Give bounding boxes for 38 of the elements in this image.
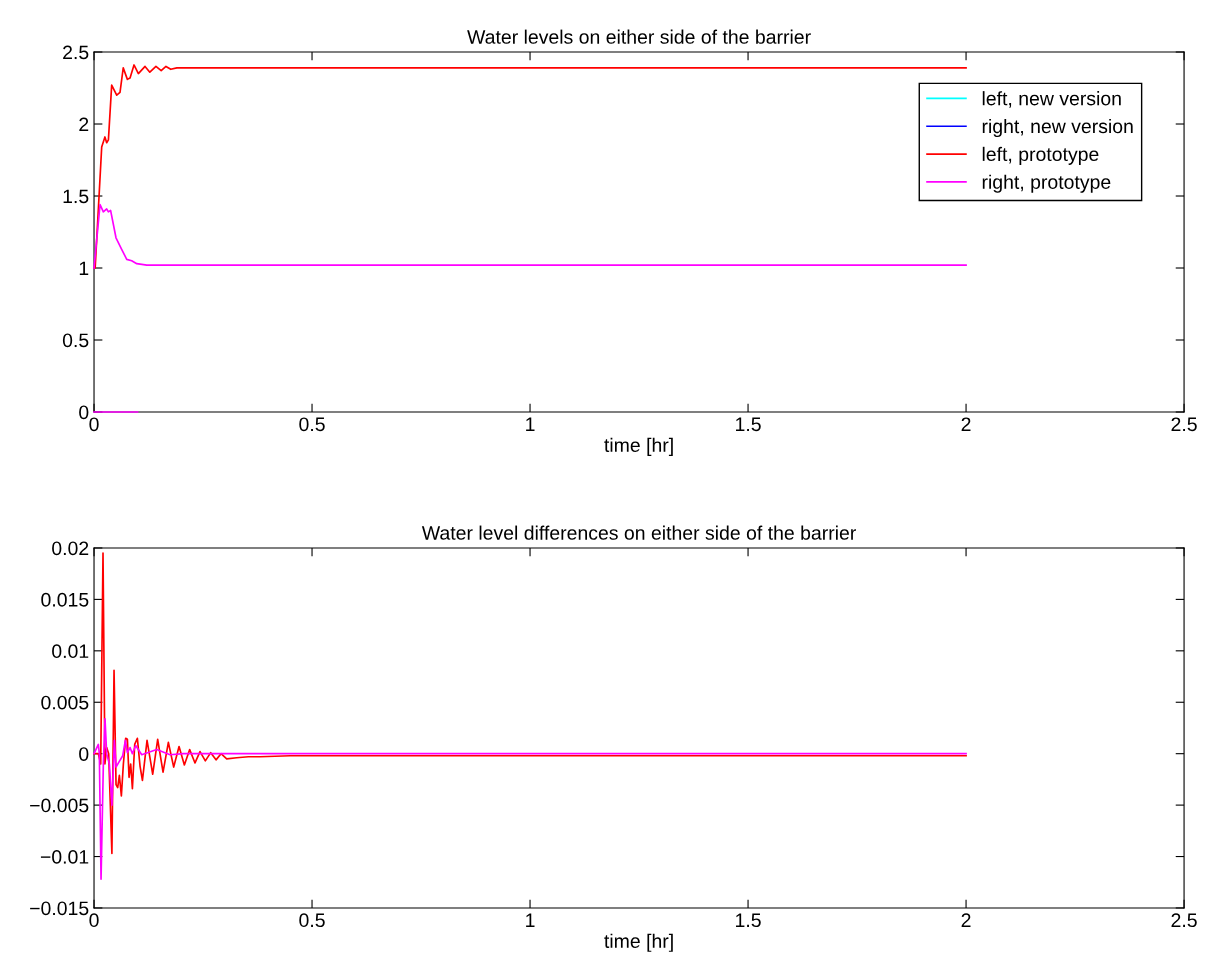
legend-label: left, new version [982,91,1121,108]
x-tick-label: 2 [961,913,971,927]
chart-title: Water levels on either side of the barrier [467,29,811,44]
y-tick-label: 2 [79,117,89,132]
x-tick-label: 1.5 [736,417,761,432]
x-tick-label: 0.5 [299,913,325,928]
y-tick-label: −0.005 [30,798,89,813]
y-tick-label: 0.01 [52,644,89,659]
y-tick-label: 0.5 [62,333,89,348]
y-tick-label: 1.5 [63,189,89,204]
y-tick-label: 0.015 [41,592,89,607]
x-tick-label: 1 [526,417,535,431]
line-series [93,552,967,855]
line-series [93,64,967,269]
x-axis-title: time [hr] [604,437,673,456]
x-tick-label: 2.5 [1171,913,1197,928]
x-tick-label: 0.5 [299,417,325,432]
y-tick-label: 2.5 [63,45,89,60]
y-tick-label: 0.005 [41,695,89,710]
x-tick-label: 2 [961,417,971,431]
x-axis-title: time [hr] [604,933,673,952]
y-tick-label: 0 [79,747,89,761]
x-tick-label: 0 [89,417,99,432]
y-tick-label: 0.02 [52,541,89,556]
y-tick-label: 1 [79,261,89,276]
x-tick-label: 1 [526,913,535,927]
line-series [93,203,967,269]
line-series [93,717,967,880]
y-tick-label: −0.01 [40,850,89,864]
y-tick-label: 0 [79,405,89,420]
x-tick-label: 0 [89,913,99,928]
legend-label: left, prototype [982,146,1099,165]
chart-title: Water level differences on either side of the barrier [421,525,856,540]
legend-label: right, prototype [982,174,1111,193]
x-tick-label: 2.5 [1171,417,1197,432]
legend-label: right, new version [982,118,1133,138]
y-tick-label: −0.015 [30,901,89,916]
x-tick-label: 1.5 [736,913,761,928]
